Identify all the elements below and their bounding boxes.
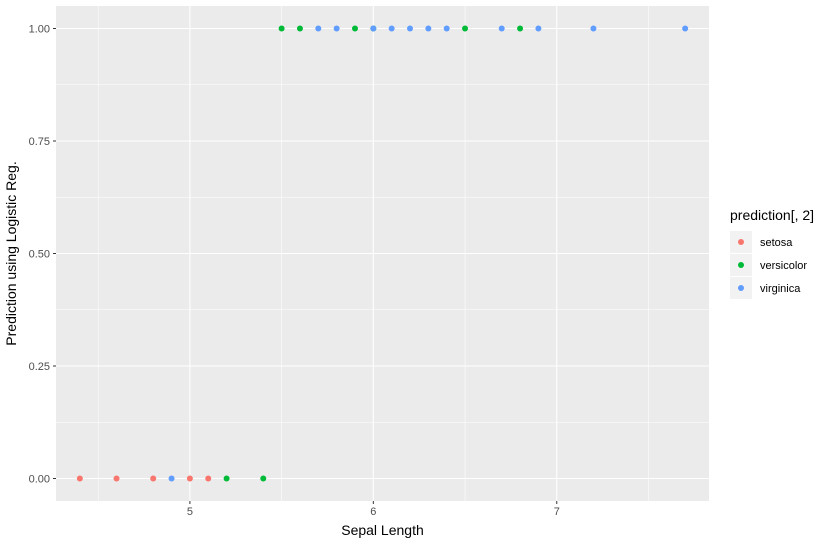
data-point-versicolor bbox=[260, 475, 267, 482]
data-point-virginica bbox=[333, 25, 340, 32]
data-point-virginica bbox=[443, 25, 450, 32]
data-point-virginica bbox=[498, 25, 505, 32]
data-point-setosa bbox=[150, 475, 157, 482]
y-tick-label: 1.00 bbox=[29, 24, 50, 36]
data-point-versicolor bbox=[296, 25, 303, 32]
data-point-virginica bbox=[425, 25, 432, 32]
data-point-virginica bbox=[407, 25, 414, 32]
x-tick-label: 6 bbox=[370, 506, 376, 518]
legend-title: prediction[, 2] bbox=[730, 207, 814, 223]
legend-key-versicolor bbox=[738, 262, 744, 268]
y-tick-label: 0.75 bbox=[29, 136, 50, 148]
legend-label-setosa: setosa bbox=[760, 237, 793, 249]
data-point-versicolor bbox=[351, 25, 358, 32]
y-axis: 0.00 0.25 0.50 0.75 1.00 bbox=[29, 24, 56, 486]
data-point-virginica bbox=[535, 25, 542, 32]
legend-label-versicolor: versicolor bbox=[760, 260, 807, 272]
x-tick-label: 7 bbox=[554, 506, 560, 518]
data-point-versicolor bbox=[462, 25, 469, 32]
data-point-virginica bbox=[388, 25, 395, 32]
y-tick-label: 0.25 bbox=[29, 361, 50, 373]
data-point-setosa bbox=[76, 475, 83, 482]
legend: prediction[, 2] setosa versicolor virginic… bbox=[730, 207, 814, 299]
legend-key-virginica bbox=[738, 285, 744, 291]
legend-key-setosa bbox=[738, 239, 744, 245]
data-point-virginica bbox=[315, 25, 322, 32]
x-axis-title: Sepal Length bbox=[341, 522, 424, 538]
y-tick-label: 0.50 bbox=[29, 249, 50, 261]
data-point-versicolor bbox=[223, 475, 230, 482]
y-tick-label: 0.00 bbox=[29, 474, 50, 486]
data-point-versicolor bbox=[278, 25, 285, 32]
major-gridlines bbox=[56, 6, 709, 501]
data-point-setosa bbox=[113, 475, 120, 482]
data-point-setosa bbox=[205, 475, 212, 482]
data-points bbox=[76, 25, 689, 482]
data-point-versicolor bbox=[517, 25, 524, 32]
legend-label-virginica: virginica bbox=[760, 283, 801, 295]
data-point-virginica bbox=[682, 25, 689, 32]
x-axis: 5 6 7 bbox=[187, 501, 560, 518]
y-axis-title: Prediction using Logistic Reg. bbox=[3, 161, 19, 345]
data-point-virginica bbox=[168, 475, 175, 482]
data-point-setosa bbox=[186, 475, 193, 482]
data-point-virginica bbox=[370, 25, 377, 32]
data-point-virginica bbox=[590, 25, 597, 32]
x-tick-label: 5 bbox=[187, 506, 193, 518]
